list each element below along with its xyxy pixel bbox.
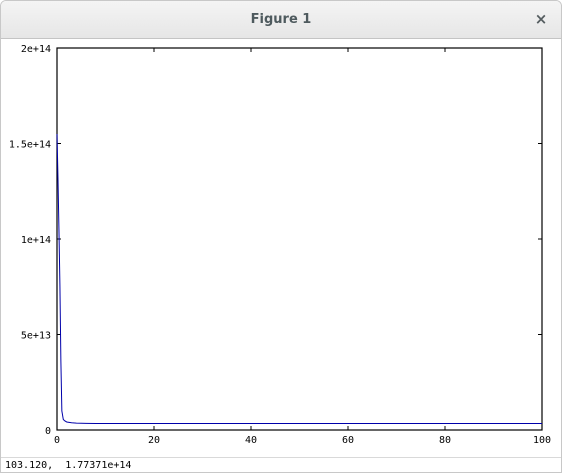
y-tick-label: 2e+14 <box>21 44 51 55</box>
x-tick-label: 60 <box>342 435 354 446</box>
y-tick-label: 5e+13 <box>21 331 51 342</box>
line-chart[interactable]: 0 20 40 60 80 100 0 5e+13 1e+14 1.5e+14 2e+14 <box>1 39 561 457</box>
series-line <box>56 133 542 425</box>
x-tick-label: 0 <box>54 435 60 446</box>
window-title: Figure 1 <box>250 12 312 27</box>
x-tick-label: 20 <box>148 435 160 446</box>
y-tick-label: 1e+14 <box>21 235 51 246</box>
y-tick-label: 0 <box>45 426 51 437</box>
plot-frame <box>56 47 543 431</box>
status-bar: 103.120, 1.77371e+14 <box>1 457 561 472</box>
plot-canvas[interactable]: 0 20 40 60 80 100 0 5e+13 1e+14 1.5e+14 2e+14 <box>1 39 561 457</box>
coordinate-readout: 103.120, 1.77371e+14 <box>5 460 132 471</box>
x-tick-label: 80 <box>439 435 451 446</box>
y-tick-label: 1.5e+14 <box>9 140 51 151</box>
x-tick-label: 40 <box>245 435 257 446</box>
x-tick-label: 100 <box>533 435 551 446</box>
title-bar[interactable]: Figure 1 × <box>1 1 561 39</box>
close-icon[interactable]: × <box>534 10 548 28</box>
